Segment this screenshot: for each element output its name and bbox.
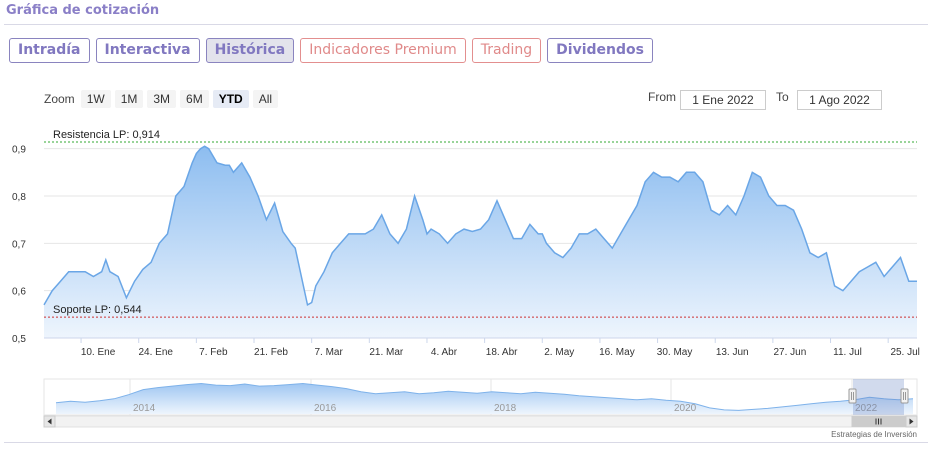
navigator-year-labels: 2014 2016 2018 2020 2022: [133, 403, 878, 414]
x-tick-label: 30. May: [657, 347, 693, 358]
x-tick-label: 10. Ene: [81, 347, 116, 358]
to-label: To: [776, 90, 789, 104]
chart-tabs: Intradía Interactiva Histórica Indicador…: [9, 38, 653, 63]
from-date-input[interactable]: 1 Ene 2022: [680, 90, 766, 110]
x-tick-label: 7. Mar: [314, 347, 343, 358]
zoom-6m-button[interactable]: 6M: [180, 90, 209, 108]
navigator[interactable]: 2014 2016 2018 2020 2022: [43, 378, 918, 416]
zoom-label: Zoom: [44, 92, 75, 106]
navigator-year-label: 2020: [674, 403, 697, 414]
x-tick-label: 25. Jul: [890, 347, 919, 358]
resistance-label: Resistencia LP: 0,914: [53, 129, 160, 141]
x-tick-label: 16. May: [599, 347, 635, 358]
navigator-year-label: 2016: [314, 403, 337, 414]
zoom-3m-button[interactable]: 3M: [147, 90, 177, 108]
to-date-input[interactable]: 1 Ago 2022: [797, 90, 882, 110]
scrollbar-track[interactable]: [43, 415, 918, 428]
scroll-right-arrow-icon: [909, 418, 914, 425]
navigator-year-label: 2018: [494, 403, 517, 414]
navigator-year-label: 2014: [133, 403, 156, 414]
y-axis-labels: 0,5 0,6 0,7 0,8 0,9: [12, 145, 26, 345]
support-label: Soporte LP: 0,544: [53, 304, 142, 316]
y-tick-label: 0,6: [12, 287, 26, 298]
x-tick-label: 21. Mar: [369, 347, 404, 358]
navigator-left-handle[interactable]: [848, 388, 857, 404]
x-tick-label: 7. Feb: [199, 347, 228, 358]
zoom-1w-button[interactable]: 1W: [80, 90, 111, 108]
x-tick-label: 18. Abr: [486, 347, 518, 358]
scroll-left-arrow-icon: [47, 418, 52, 425]
tab-trading[interactable]: Trading: [471, 38, 542, 63]
x-tick-label: 11. Jul: [833, 347, 862, 358]
bottom-divider: [4, 442, 928, 443]
zoom-all-button[interactable]: All: [252, 90, 279, 108]
navigator-selected-range[interactable]: [853, 379, 904, 415]
navigator-area: [56, 383, 913, 414]
y-tick-label: 0,8: [12, 192, 26, 203]
price-line: [43, 145, 917, 307]
navigator-line: [55, 382, 914, 411]
zoom-selector: Zoom 1W 1M 3M 6M YTD All: [44, 90, 282, 108]
tab-intradia[interactable]: Intradía: [9, 38, 90, 63]
chart-section-title: Gráfica de cotización: [6, 3, 160, 18]
price-area: [44, 146, 917, 338]
x-tick-label: 4. Abr: [431, 347, 458, 358]
from-label: From: [648, 90, 676, 104]
y-tick-label: 0,7: [12, 239, 26, 250]
navigator-right-handle[interactable]: [900, 388, 909, 404]
tab-dividendos[interactable]: Dividendos: [547, 38, 653, 63]
x-tick-label: 2. May: [544, 347, 574, 358]
zoom-ytd-button[interactable]: YTD: [212, 90, 249, 108]
scrollbar[interactable]: [43, 415, 918, 428]
tab-interactiva[interactable]: Interactiva: [95, 38, 200, 63]
x-tick-label: 13. Jun: [716, 347, 749, 358]
title-divider: [4, 24, 928, 25]
x-axis-ticks: 10. Ene 24. Ene 7. Feb 21. Feb 7. Mar 21. Mar…: [80, 338, 920, 358]
x-tick-label: 27. Jun: [773, 347, 806, 358]
tab-indicadores-premium[interactable]: Indicadores Premium: [300, 38, 466, 63]
zoom-1m-button[interactable]: 1M: [114, 90, 144, 108]
tab-historica[interactable]: Histórica: [205, 38, 295, 63]
x-tick-label: 24. Ene: [138, 347, 173, 358]
credit-text: Estrategias de Inversión: [831, 430, 917, 439]
x-tick-label: 21. Feb: [254, 347, 288, 358]
y-tick-label: 0,9: [12, 145, 26, 156]
y-tick-label: 0,5: [12, 334, 26, 345]
navigator-year-label: 2022: [855, 403, 878, 414]
